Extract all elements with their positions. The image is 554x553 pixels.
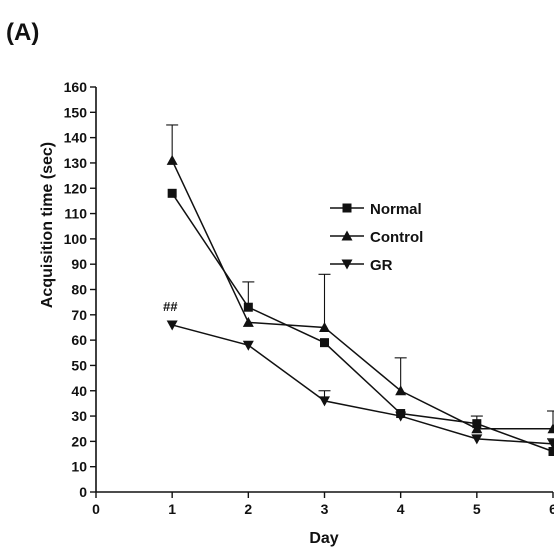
x-tick-label: 2 [244, 501, 252, 517]
series-line-control [172, 160, 553, 428]
series-line-gr [172, 325, 553, 444]
data-point-control [167, 155, 178, 165]
legend-label-normal: Normal [370, 201, 422, 218]
y-tick-label: 110 [64, 206, 87, 222]
y-tick-label: 40 [71, 383, 87, 399]
legend-marker-normal [343, 204, 352, 213]
x-tick-label: 6 [549, 501, 554, 517]
series-normal [168, 189, 554, 456]
data-point-control [243, 317, 254, 327]
y-tick-label: 120 [64, 180, 88, 196]
x-tick-label: 1 [168, 501, 176, 517]
series-line-normal [172, 193, 553, 451]
y-tick-label: 90 [71, 256, 87, 272]
series-control [166, 125, 554, 433]
y-tick-label: 140 [64, 130, 88, 146]
legend: Normal Control GR [330, 201, 423, 274]
axes: 0102030405060708090100110120130140150160… [64, 79, 554, 517]
data-point-normal [244, 303, 253, 312]
legend-label-gr: GR [370, 257, 393, 274]
y-tick-label: 130 [64, 155, 88, 171]
y-tick-label: 60 [71, 332, 87, 348]
y-tick-label: 100 [64, 231, 88, 247]
y-tick-label: 50 [71, 357, 87, 373]
y-axis-title: Acquisition time (sec) [39, 142, 56, 308]
data-point-normal [320, 338, 329, 347]
y-tick-label: 30 [71, 408, 87, 424]
x-tick-label: 3 [321, 501, 329, 517]
x-tick-label: 4 [397, 501, 405, 517]
significance-annotation: ## [163, 299, 178, 314]
y-tick-label: 20 [71, 433, 87, 449]
y-tick-label: 160 [64, 79, 88, 95]
x-tick-label: 0 [92, 501, 100, 517]
legend-label-control: Control [370, 229, 423, 246]
series-layer: ## [163, 125, 554, 456]
y-tick-label: 0 [79, 484, 87, 500]
x-axis-title: Day [309, 530, 338, 547]
panel-label: (A) [6, 19, 39, 46]
y-tick-label: 80 [71, 282, 87, 298]
y-tick-label: 70 [71, 307, 87, 323]
y-tick-label: 10 [71, 459, 87, 475]
data-point-normal [168, 189, 177, 198]
data-point-gr [243, 341, 254, 351]
x-tick-label: 5 [473, 501, 481, 517]
y-tick-label: 150 [64, 104, 88, 120]
